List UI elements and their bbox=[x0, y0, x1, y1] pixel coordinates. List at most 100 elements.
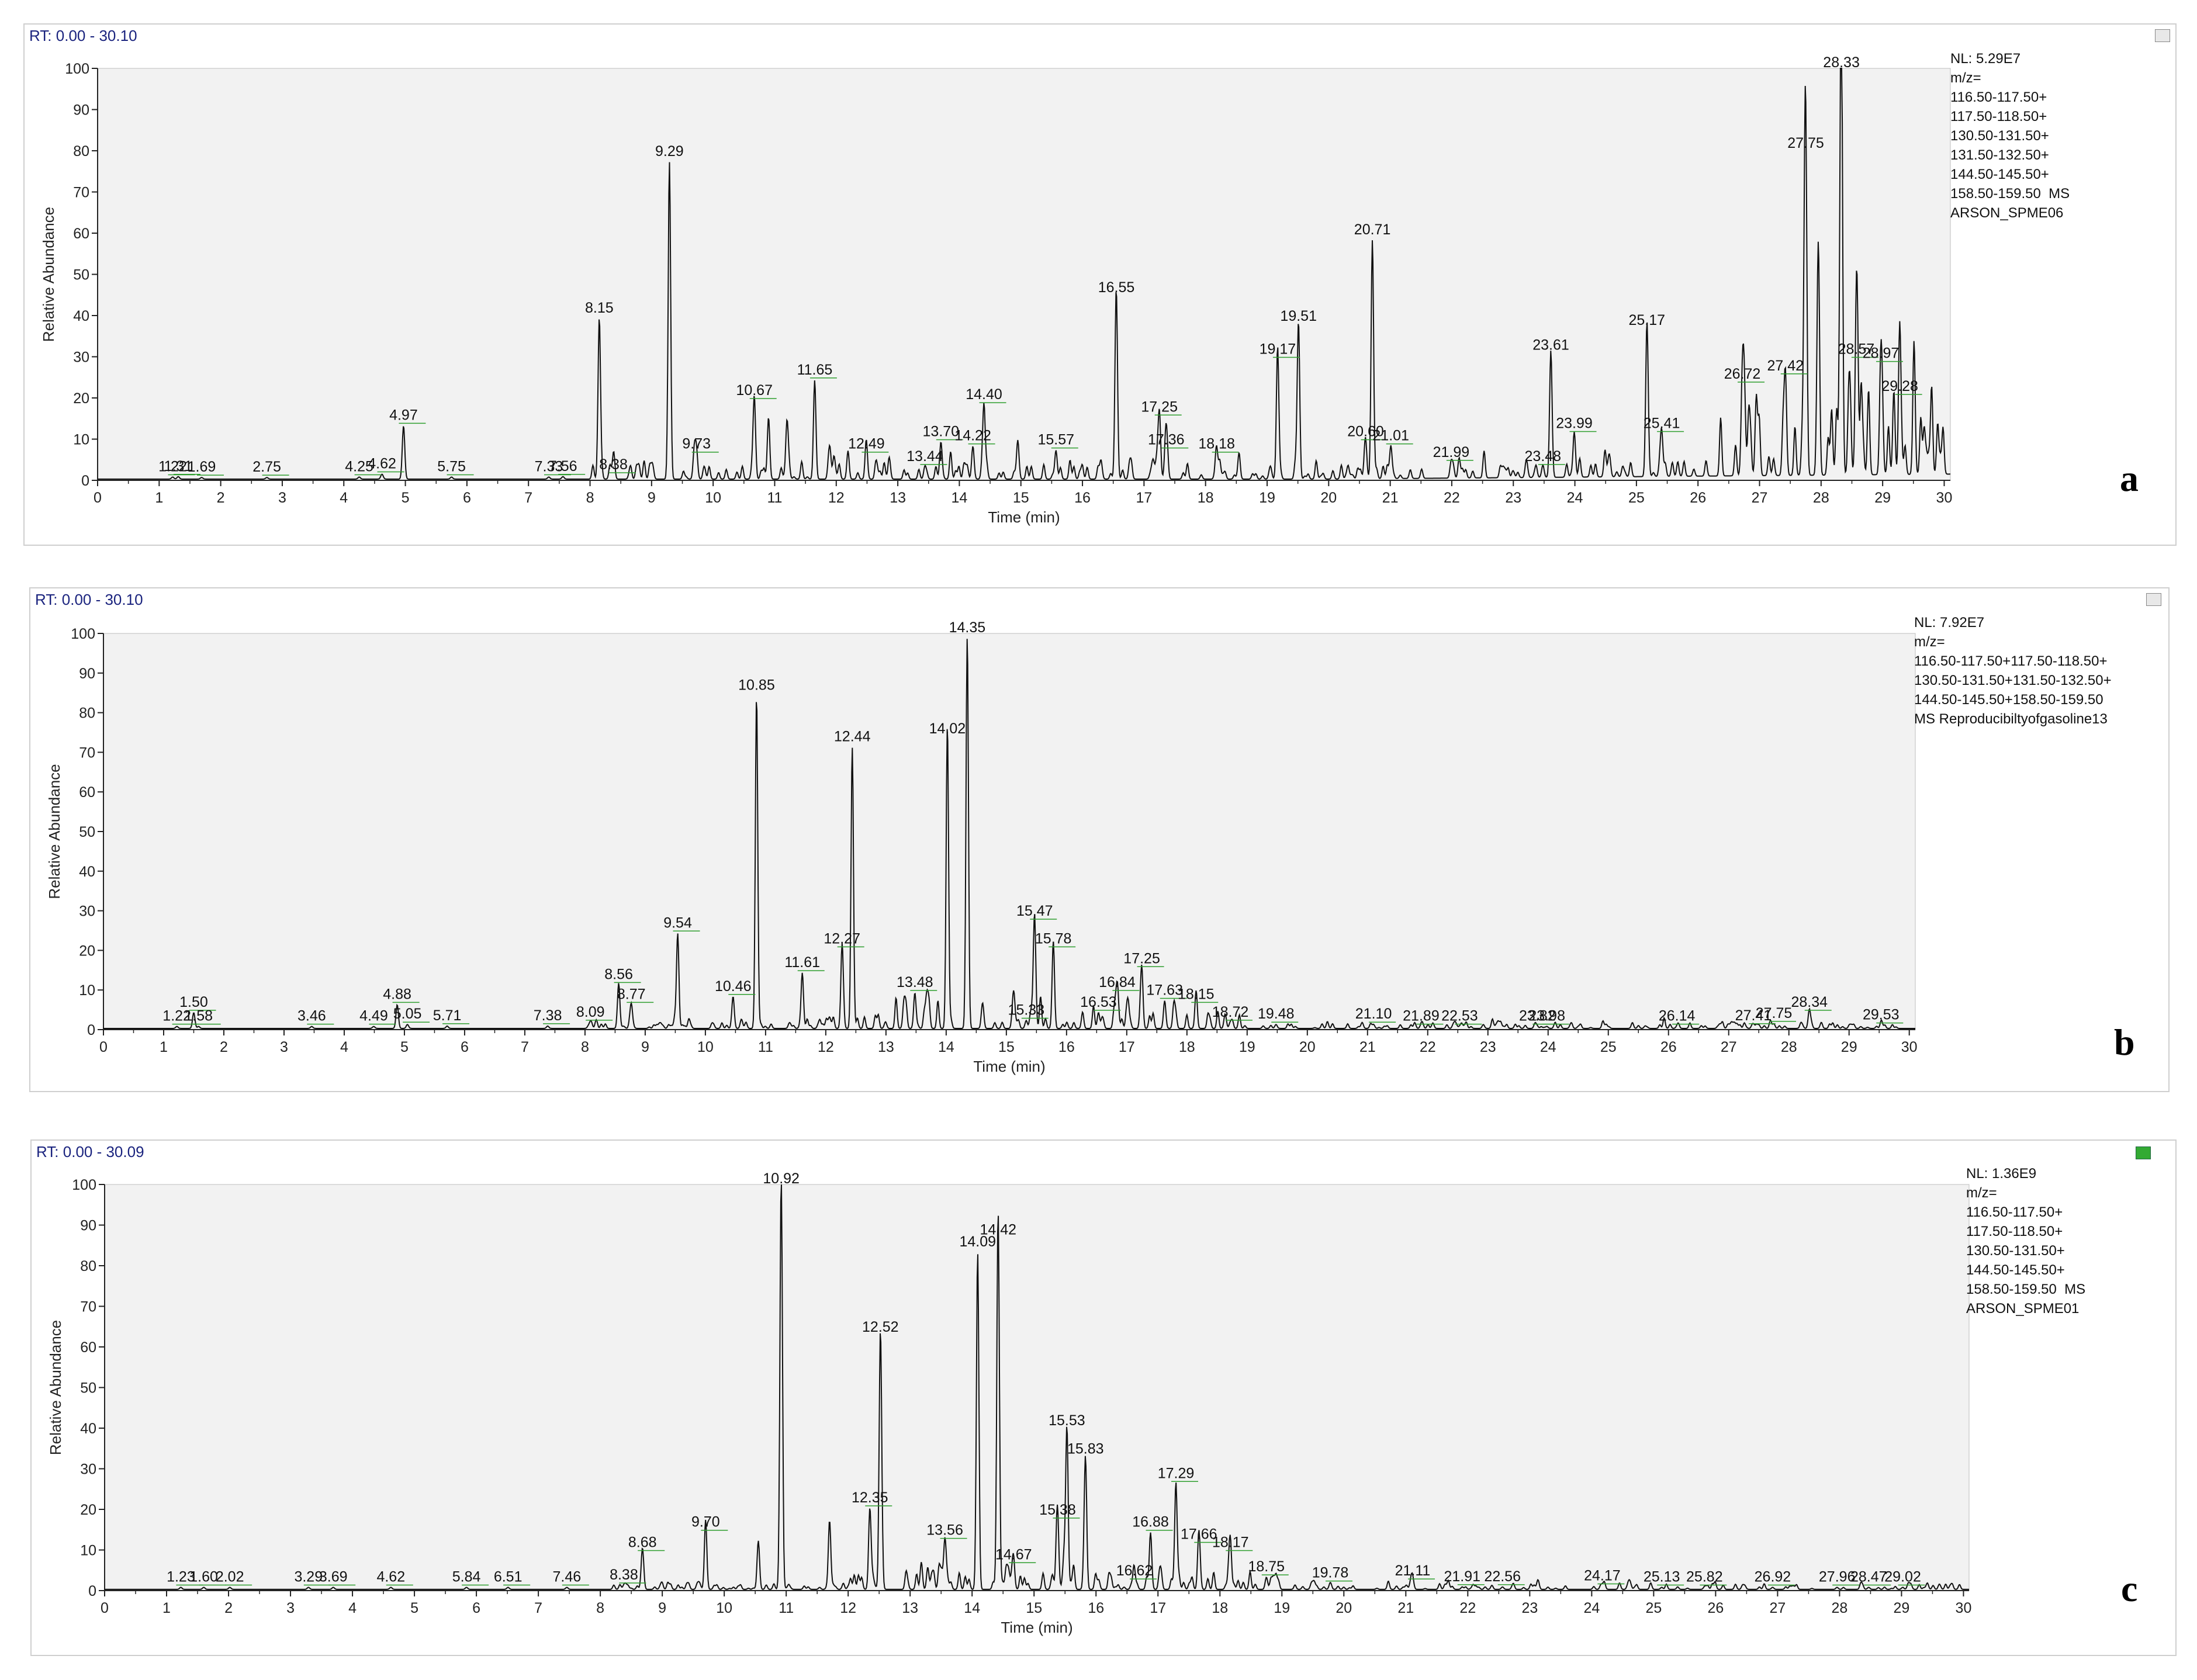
peak-label: 20.60 bbox=[1347, 424, 1384, 440]
peak-label: 7.38 bbox=[534, 1007, 562, 1024]
chromatogram-panel-c: RT: 0.00 - 30.09 0 10 20 30 40 50 60 70 80 90 100 R… bbox=[30, 1139, 2177, 1656]
peak-label: 16.62 bbox=[1116, 1563, 1153, 1579]
y-tick-label: 20 bbox=[73, 390, 89, 407]
peak-label: 10.92 bbox=[763, 1170, 800, 1187]
peak-label: 20.71 bbox=[1354, 221, 1391, 238]
x-tick-label: 16 bbox=[1058, 1039, 1075, 1055]
peak-label: 16.84 bbox=[1099, 974, 1136, 990]
x-tick-label: 0 bbox=[101, 1600, 109, 1616]
x-tick-label: 20 bbox=[1320, 490, 1337, 506]
peak-label: 29.53 bbox=[1863, 1007, 1900, 1023]
x-tick-label: 30 bbox=[1956, 1600, 1972, 1616]
peak-label: 27.96 bbox=[1819, 1569, 1856, 1585]
peak-label: 25.82 bbox=[1686, 1569, 1723, 1585]
y-tick-label: 80 bbox=[80, 1258, 96, 1274]
x-tick-label: 1 bbox=[162, 1600, 171, 1616]
info-block: NL: 1.36E9 m/z= 116.50-117.50+ 117.50-118.5… bbox=[1966, 1164, 2085, 1318]
peak-label: 7.33 bbox=[535, 458, 563, 474]
x-tick-label: 13 bbox=[902, 1600, 918, 1616]
peak-label: 12.27 bbox=[824, 930, 860, 947]
peak-label: 9.29 bbox=[655, 143, 684, 160]
y-tick-label: 0 bbox=[88, 1583, 96, 1599]
peak-label: 26.92 bbox=[1755, 1569, 1791, 1585]
pin-icon[interactable] bbox=[2155, 29, 2170, 42]
peak-label: 17.36 bbox=[1148, 432, 1185, 448]
x-tick-label: 17 bbox=[1150, 1600, 1166, 1616]
peak-label: 28.33 bbox=[1823, 54, 1860, 71]
y-tick-label: 30 bbox=[80, 1461, 96, 1478]
x-tick-label: 3 bbox=[286, 1600, 295, 1616]
y-tick-label: 10 bbox=[73, 432, 89, 448]
peak-label: 23.99 bbox=[1556, 415, 1593, 431]
peak-label: 12.49 bbox=[848, 436, 885, 452]
peak-label: 4.88 bbox=[383, 986, 411, 1002]
peak-label: 22.56 bbox=[1484, 1568, 1521, 1585]
y-tick-label: 100 bbox=[65, 61, 89, 77]
x-tick-label: 6 bbox=[461, 1039, 469, 1055]
peak-label: 4.25 bbox=[345, 458, 373, 474]
info-line: 116.50-117.50+ bbox=[1950, 89, 2047, 105]
peak-label: 1.50 bbox=[179, 994, 208, 1010]
x-tick-label: 5 bbox=[400, 1039, 409, 1055]
x-tick-label: 19 bbox=[1259, 490, 1275, 506]
peak-label: 18.17 bbox=[1212, 1534, 1249, 1550]
info-line: 117.50-118.50+ bbox=[1966, 1224, 2063, 1239]
info-line: ARSON_SPME01 bbox=[1966, 1301, 2080, 1317]
peak-label: 3.46 bbox=[297, 1008, 326, 1024]
peak-label: 5.71 bbox=[433, 1007, 462, 1024]
x-tick-label: 29 bbox=[1874, 490, 1891, 506]
peak-label: 13.70 bbox=[923, 424, 960, 440]
x-tick-label: 23 bbox=[1480, 1039, 1496, 1055]
peak-label: 1.58 bbox=[184, 1008, 213, 1024]
x-tick-label: 2 bbox=[224, 1600, 233, 1616]
chromatogram-panel-b: RT: 0.00 - 30.10 0 10 20 30 40 50 60 70 80 90 100 R… bbox=[29, 587, 2170, 1092]
info-line: NL: 7.92E7 bbox=[1914, 615, 1985, 631]
x-tick-label: 11 bbox=[767, 490, 782, 506]
x-tick-label: 25 bbox=[1600, 1039, 1617, 1055]
info-block: NL: 7.92E7 m/z= 116.50-117.50+117.50-118.5… bbox=[1914, 613, 2112, 729]
x-tick-label: 25 bbox=[1628, 490, 1645, 506]
info-line: 117.50-118.50+ bbox=[1950, 109, 2047, 124]
pin-icon[interactable] bbox=[2146, 593, 2161, 606]
panel-letter-a: a bbox=[2120, 458, 2139, 499]
panel-letter-b: b bbox=[2114, 1021, 2135, 1063]
x-tick-label: 22 bbox=[1459, 1600, 1476, 1616]
y-tick-label: 40 bbox=[80, 1421, 96, 1437]
x-tick-label: 2 bbox=[220, 1039, 228, 1055]
info-line: 116.50-117.50+117.50-118.50+ bbox=[1914, 653, 2108, 669]
y-tick-label: 40 bbox=[73, 308, 89, 324]
x-tick-label: 27 bbox=[1752, 490, 1768, 506]
peak-label: 8.09 bbox=[576, 1004, 605, 1020]
peak-label: 23.61 bbox=[1532, 337, 1569, 354]
peak-label: 28.47 bbox=[1850, 1569, 1887, 1585]
chromatogram-panel-a: RT: 0.00 - 30.10 0 10 20 30 40 50 60 70 80 90 100 R… bbox=[23, 23, 2177, 546]
peak-label: 28.34 bbox=[1791, 994, 1828, 1010]
peak-label: 5.05 bbox=[393, 1006, 422, 1022]
x-axis-label: Time (min) bbox=[973, 1058, 1045, 1075]
peak-label: 23.98 bbox=[1528, 1008, 1565, 1024]
peak-label: 8.56 bbox=[604, 966, 633, 982]
x-tick-label: 10 bbox=[716, 1600, 732, 1616]
peak-label: 8.38 bbox=[610, 1567, 638, 1583]
info-line: 131.50-132.50+ bbox=[1950, 147, 2049, 163]
x-tick-label: 22 bbox=[1420, 1039, 1436, 1055]
x-tick-label: 9 bbox=[648, 490, 656, 506]
x-tick-label: 21 bbox=[1359, 1039, 1376, 1055]
peak-label: 4.49 bbox=[359, 1008, 388, 1024]
peak-label: 6.51 bbox=[494, 1569, 523, 1585]
peak-label: 13.44 bbox=[907, 448, 943, 465]
peak-label: 15.53 bbox=[1049, 1412, 1085, 1429]
y-tick-label: 100 bbox=[72, 1177, 96, 1193]
peak-label: 17.63 bbox=[1146, 982, 1183, 999]
peak-label: 25.17 bbox=[1629, 312, 1666, 328]
green-status-icon[interactable] bbox=[2136, 1146, 2151, 1159]
x-tick-label: 4 bbox=[340, 490, 348, 506]
peak-label: 25.13 bbox=[1644, 1569, 1680, 1585]
peak-label: 8.15 bbox=[585, 300, 614, 316]
peak-label: 28.57 bbox=[1838, 341, 1875, 358]
peak-label: 21.01 bbox=[1372, 428, 1409, 444]
x-tick-label: 5 bbox=[410, 1600, 418, 1616]
peak-label: 18.15 bbox=[1178, 986, 1215, 1002]
x-tick-label: 14 bbox=[938, 1039, 954, 1055]
y-axis-label: Relative Abundance bbox=[40, 207, 57, 342]
